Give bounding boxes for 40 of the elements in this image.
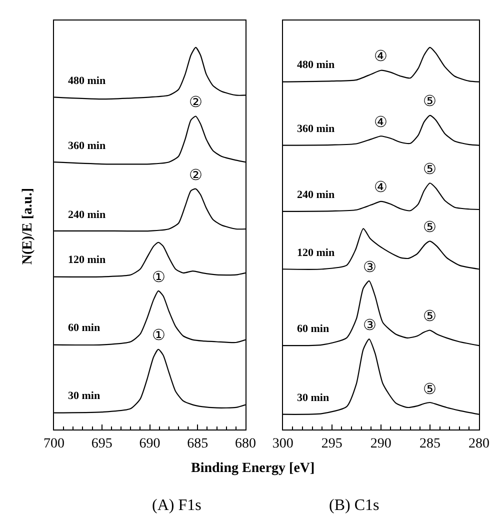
annotation: ③ <box>363 318 376 334</box>
text: (A) F1s <box>152 497 202 514</box>
annotation: ① <box>152 270 166 286</box>
x-axis-title: Binding Energy [eV] <box>191 461 315 476</box>
x-tick-label: 300 <box>272 436 294 452</box>
x-tick-label: 285 <box>419 436 440 452</box>
series-label: 60 min <box>68 322 100 334</box>
series-label: 30 min <box>297 392 330 404</box>
annotation: ⑤ <box>423 382 436 398</box>
series-label: 240 min <box>68 209 106 221</box>
annotation: ① <box>152 328 166 344</box>
series-label: 480 min <box>68 75 106 87</box>
x-tick-label: 695 <box>91 436 112 452</box>
x-tick-label: 700 <box>44 436 65 452</box>
series-label: 360 min <box>68 140 106 152</box>
x-tick-label: 295 <box>321 436 342 452</box>
x-tick-label: 690 <box>139 436 160 452</box>
x-tick-label: 680 <box>234 436 256 452</box>
annotation: ② <box>189 95 202 111</box>
annotation: ③ <box>363 260 376 276</box>
annotation: ⑤ <box>423 162 436 178</box>
series-label: 30 min <box>68 390 100 402</box>
series-label: 120 min <box>68 254 106 266</box>
annotation: ④ <box>374 49 388 65</box>
text: (B) C1s <box>329 497 380 514</box>
x-tick-label: 280 <box>468 436 490 452</box>
annotation: ④ <box>374 180 388 196</box>
y-axis-title: N(E)/E [a.u.] <box>20 188 36 265</box>
series-label: 60 min <box>297 323 330 335</box>
annotation: ④ <box>374 115 388 131</box>
series-label: 240 min <box>297 189 335 201</box>
series-label: 120 min <box>297 247 335 259</box>
annotation: ⑤ <box>423 220 436 236</box>
annotation: ⑤ <box>423 94 436 110</box>
annotation: ⑤ <box>423 309 436 325</box>
x-tick-label: 290 <box>370 436 392 452</box>
annotation: ② <box>189 168 202 184</box>
x-tick-label: 685 <box>187 436 208 452</box>
series-label: 360 min <box>297 123 335 135</box>
series-label: 480 min <box>297 59 335 71</box>
